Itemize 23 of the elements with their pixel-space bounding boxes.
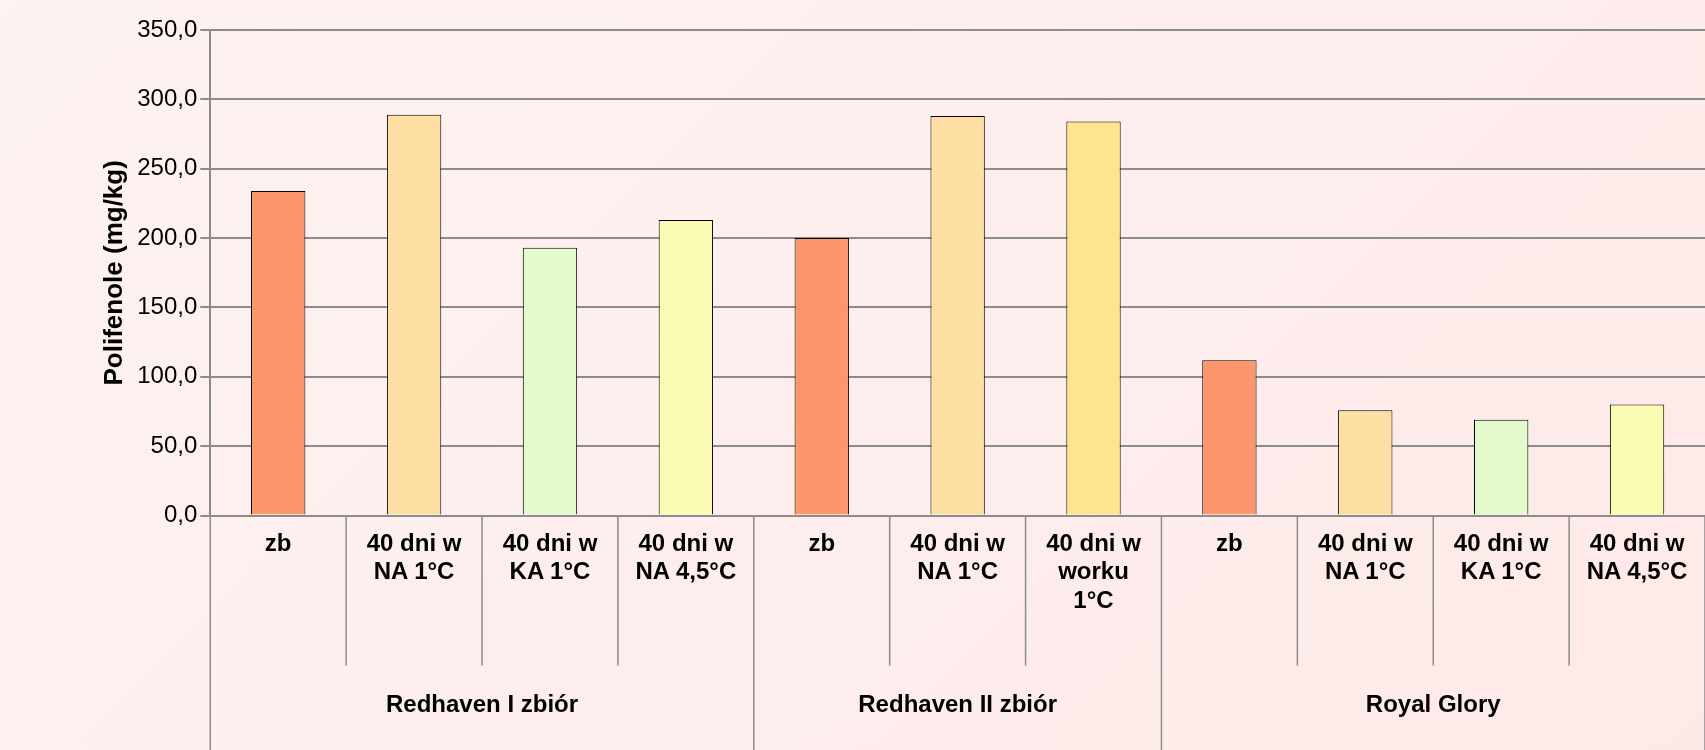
- x-tick-label: 40 dni w NA 1°C: [366, 528, 462, 585]
- x-tick-label: 40 dni w NA 1°C: [910, 528, 1006, 585]
- y-axis-title: Polifenole (mg/kg): [97, 160, 128, 386]
- y-tick-label: 200,0: [137, 222, 198, 250]
- y-tick-label: 50,0: [150, 430, 198, 458]
- y-tick-label: 300,0: [137, 84, 198, 111]
- x-tick-label: 40 dni w NA 1°C: [1317, 528, 1413, 585]
- x-tick-label: 40 dni w KA 1°C: [1453, 528, 1549, 585]
- text: Redhaven II zbiór: [858, 690, 1057, 718]
- y-tick-label: 100,0: [137, 361, 198, 389]
- x-tick-label: 40 dni w worku 1°C: [1046, 528, 1142, 614]
- y-tick-label: 350,0: [137, 14, 198, 42]
- x-tick-label: 40 dni w NA 4,5°C: [1586, 528, 1688, 585]
- x-tick-label: zb: [1216, 528, 1243, 556]
- x-tick-label: zb: [264, 528, 292, 556]
- text: Redhaven I zbiór: [386, 690, 579, 718]
- y-tick-label: 0,0: [163, 500, 198, 528]
- y-tick-label: 250,0: [137, 153, 198, 181]
- x-tick-label: 40 dni w KA 1°C: [502, 528, 598, 585]
- x-tick-label: zb: [808, 528, 836, 556]
- y-tick-label: 150,0: [137, 292, 198, 320]
- text: Royal Glory: [1365, 690, 1502, 718]
- x-tick-label: 40 dni w NA 4,5°C: [635, 528, 737, 585]
